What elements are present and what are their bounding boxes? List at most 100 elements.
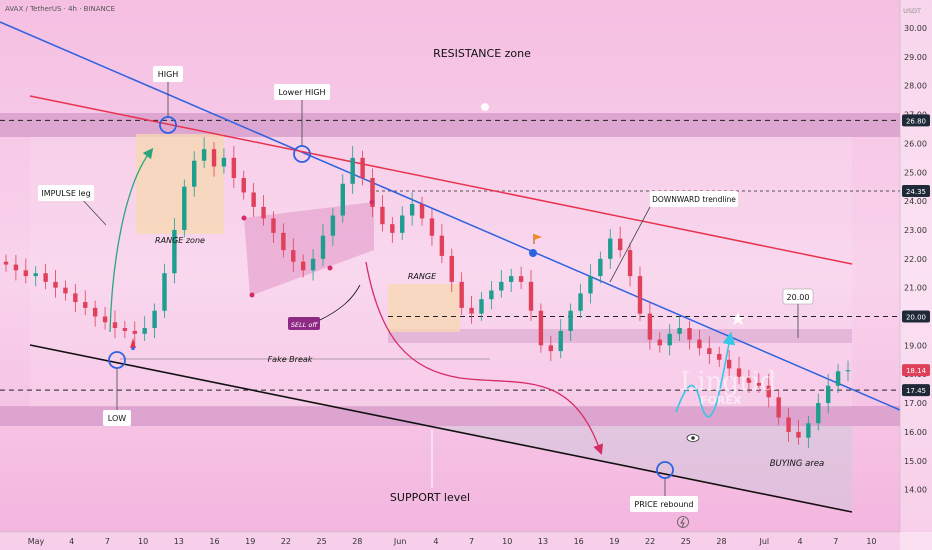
x-tick-label: 4 <box>433 537 438 546</box>
x-tick-label: 4 <box>797 537 802 546</box>
candle <box>726 350 732 379</box>
sell-off-arrow <box>365 261 604 455</box>
x-tick-label: 16 <box>209 537 219 546</box>
y-tick-label: 30.00 <box>904 24 927 33</box>
watermark-sub: FOREX <box>700 394 742 407</box>
support-zone-band <box>0 406 900 426</box>
x-tick-label: 19 <box>609 537 619 546</box>
candle <box>707 336 712 365</box>
trendline-touch-dot <box>529 249 537 257</box>
x-tick-label: 28 <box>716 537 726 546</box>
upper-trendline-red[interactable] <box>29 95 853 265</box>
candle <box>53 270 58 298</box>
rebound-label: PRICE rebound <box>634 500 693 509</box>
candle <box>291 238 296 272</box>
y-tick-label: 21.00 <box>904 284 927 293</box>
range-zone-box <box>136 134 224 234</box>
star-icon <box>731 312 745 325</box>
candlestick-series <box>3 137 851 448</box>
support-trendline[interactable] <box>29 344 853 513</box>
candle <box>221 148 227 174</box>
x-tick-label: May <box>28 537 45 546</box>
candle <box>419 196 425 226</box>
currency-label: USDT <box>903 7 921 15</box>
resistance-zone-label: RESISTANCE zone <box>433 47 531 60</box>
candle <box>83 290 88 316</box>
candle <box>409 192 415 226</box>
candle <box>350 145 355 194</box>
candle <box>697 330 702 356</box>
y-tick-label: 24.00 <box>904 197 927 206</box>
x-tick-label: 4 <box>69 537 74 546</box>
downward-trendline-blue[interactable] <box>0 21 901 411</box>
candle <box>459 272 464 316</box>
flag-icon <box>533 234 542 244</box>
candle <box>281 223 286 258</box>
lower-high-point-marker[interactable] <box>293 145 311 163</box>
candle <box>528 270 534 321</box>
y-tick-label: 25.00 <box>904 168 927 177</box>
lightning-icon[interactable] <box>677 516 689 528</box>
candle <box>538 303 544 353</box>
x-tick-labels: May 4 7 10 13 16 19 22 25 28 Jun 4 7 10 13 16 19 22 25 28 Ju… <box>28 537 877 546</box>
candle <box>667 324 672 356</box>
high-label: HIGH <box>158 70 179 79</box>
candle <box>489 281 494 310</box>
candle <box>23 258 29 284</box>
high-point-marker[interactable] <box>159 116 177 134</box>
candle <box>122 320 128 339</box>
candle <box>73 283 78 313</box>
candle <box>360 150 365 186</box>
x-tick-label: 25 <box>317 537 327 546</box>
low-point-marker[interactable] <box>108 351 126 369</box>
candle <box>439 223 445 264</box>
price-tags: 26.80 24.35 20.00 18.14 17.45 <box>902 114 930 397</box>
candle <box>192 151 197 197</box>
candle <box>647 301 653 350</box>
rebound-label-box <box>630 496 698 512</box>
y-tick-label: 17.00 <box>904 399 927 408</box>
sell-off-pointer <box>319 284 361 321</box>
candle <box>102 306 108 330</box>
trendline-label: DOWNWARD trendline <box>652 195 736 204</box>
candle <box>33 266 38 287</box>
candle <box>390 216 395 243</box>
time-axis[interactable] <box>0 532 932 550</box>
price-axis[interactable] <box>900 0 932 550</box>
candle <box>310 249 316 281</box>
trendline-pointer <box>609 206 651 283</box>
wedge-point-top-right <box>369 199 375 205</box>
projection-path <box>675 331 736 418</box>
symbol-label[interactable]: AVAX / TetherUS · 4h · BINANCE <box>5 5 115 13</box>
candle <box>162 263 167 318</box>
candle <box>43 263 48 290</box>
candle <box>518 266 524 290</box>
candle <box>340 174 345 223</box>
resistance-zone-band <box>0 113 900 137</box>
x-tick-label: 7 <box>833 537 838 546</box>
y-tick-label: 29.00 <box>904 53 927 62</box>
sell-off-label: SELL off <box>291 321 319 329</box>
x-tick-label: 22 <box>645 537 655 546</box>
candle <box>13 255 19 281</box>
rebound-point-marker[interactable] <box>656 461 674 479</box>
target-label: 20.00 <box>787 293 810 302</box>
candle <box>756 373 762 393</box>
svg-text:17.45: 17.45 <box>906 387 926 395</box>
candle <box>835 364 841 393</box>
candle <box>251 182 256 217</box>
candle <box>231 145 237 189</box>
range-zone-label: RANGE zone <box>155 236 205 245</box>
candle <box>320 223 326 267</box>
candle <box>617 226 623 258</box>
x-tick-label: 10 <box>502 537 512 546</box>
x-tick-label: 13 <box>174 537 184 546</box>
high-label-box <box>153 66 183 82</box>
candle <box>449 248 454 292</box>
y-tick-label: 26.00 <box>904 139 927 148</box>
candle <box>677 316 682 342</box>
hand-icon <box>481 103 489 111</box>
candle <box>816 393 821 431</box>
